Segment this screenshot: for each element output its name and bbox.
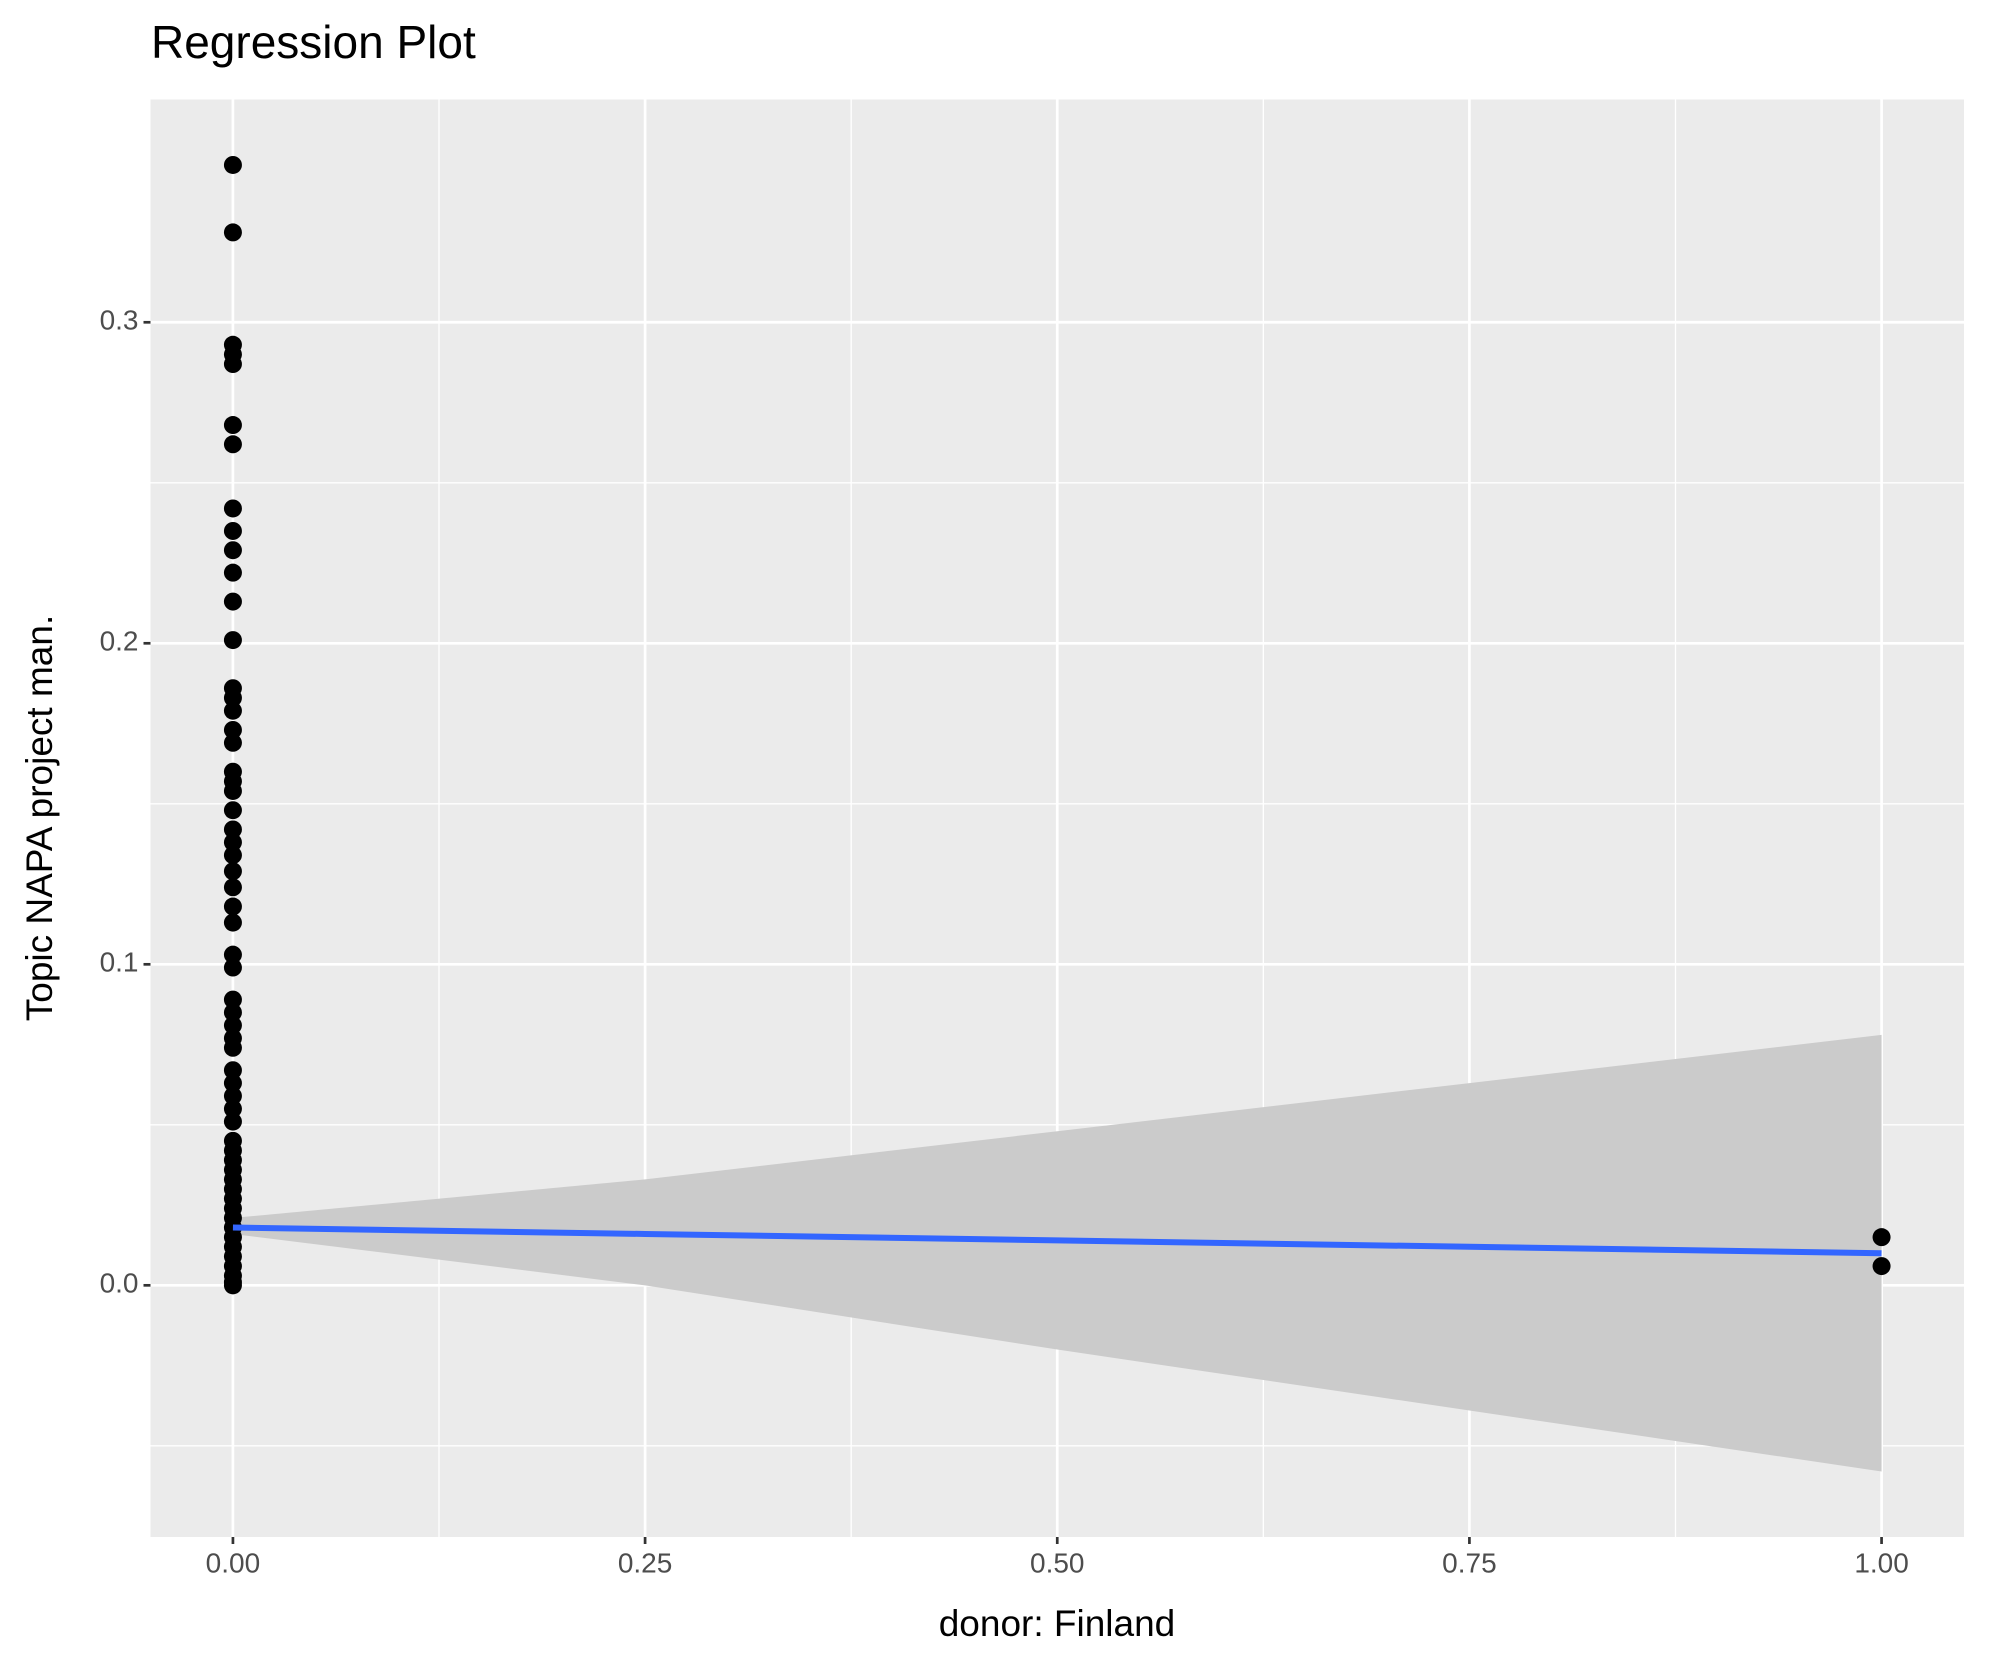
point xyxy=(223,913,242,932)
y-axis-title: Topic NAPA project man. xyxy=(19,615,60,1022)
x-tick-label: 0.75 xyxy=(1442,1547,1497,1578)
point xyxy=(223,897,242,916)
point xyxy=(223,701,242,720)
point xyxy=(223,846,242,865)
point xyxy=(223,688,242,707)
point xyxy=(223,223,242,242)
x-tick-label: 1.00 xyxy=(1854,1547,1909,1578)
point xyxy=(223,592,242,611)
point xyxy=(223,733,242,752)
point xyxy=(1872,1228,1891,1247)
point xyxy=(223,781,242,800)
point xyxy=(223,1086,242,1105)
x-tick-label: 0.00 xyxy=(206,1547,261,1578)
point xyxy=(223,945,242,964)
x-tick-label: 0.50 xyxy=(1030,1547,1085,1578)
point xyxy=(223,958,242,977)
point xyxy=(223,1074,242,1093)
point xyxy=(223,416,242,435)
point xyxy=(223,435,242,454)
y-tick-label: 0.0 xyxy=(100,1268,139,1299)
point xyxy=(223,1016,242,1035)
point xyxy=(223,521,242,540)
point xyxy=(223,1003,242,1022)
point xyxy=(223,878,242,897)
point xyxy=(223,1061,242,1080)
point xyxy=(223,541,242,560)
confidence-band xyxy=(232,1034,1882,1472)
point xyxy=(223,1038,242,1057)
point xyxy=(223,563,242,582)
point xyxy=(223,720,242,739)
point xyxy=(223,801,242,820)
y-tick-label: 0.2 xyxy=(100,626,139,657)
point xyxy=(1872,1257,1891,1276)
point xyxy=(223,355,242,374)
point xyxy=(223,1112,242,1131)
point xyxy=(223,990,242,1009)
x-axis-title: donor: Finland xyxy=(939,1603,1176,1644)
point xyxy=(223,631,242,650)
point xyxy=(223,1099,242,1118)
point xyxy=(223,820,242,839)
y-tick-label: 0.3 xyxy=(100,305,139,336)
chart-title: Regression Plot xyxy=(151,16,476,68)
point xyxy=(223,155,242,174)
point xyxy=(223,499,242,518)
point xyxy=(223,833,242,852)
regression-line xyxy=(232,1224,1882,1257)
point xyxy=(223,862,242,881)
point xyxy=(223,1276,242,1295)
x-tick-label: 0.25 xyxy=(618,1547,673,1578)
y-tick-label: 0.1 xyxy=(100,947,139,978)
